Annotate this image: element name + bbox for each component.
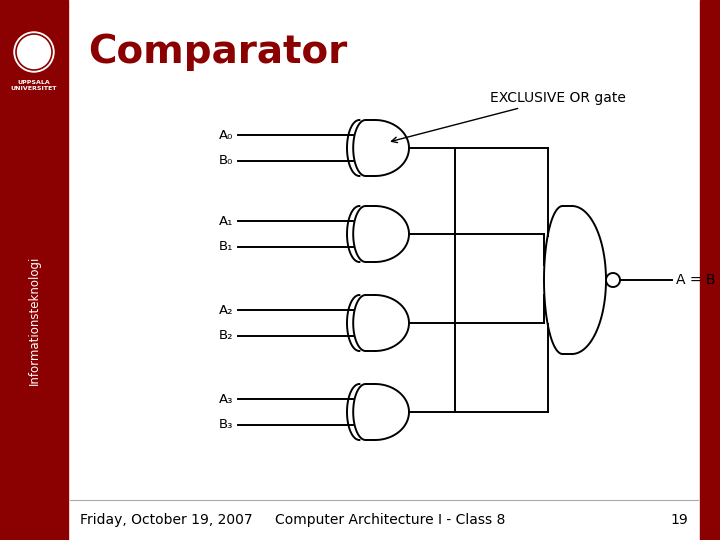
Text: A₂: A₂: [218, 303, 233, 316]
Text: Friday, October 19, 2007: Friday, October 19, 2007: [80, 513, 253, 527]
Text: A₁: A₁: [219, 214, 233, 228]
Text: B₂: B₂: [218, 329, 233, 342]
Circle shape: [14, 32, 54, 72]
Circle shape: [24, 42, 44, 62]
Text: 19: 19: [670, 513, 688, 527]
Text: Comparator: Comparator: [88, 33, 347, 71]
Text: B₃: B₃: [219, 418, 233, 431]
Text: A₃: A₃: [219, 393, 233, 406]
Text: Computer Architecture I - Class 8: Computer Architecture I - Class 8: [275, 513, 505, 527]
Text: EXCLUSIVE OR gate: EXCLUSIVE OR gate: [392, 91, 626, 143]
Text: Informationsteknologi: Informationsteknologi: [27, 255, 40, 384]
Text: UPPSALA
UNIVERSITET: UPPSALA UNIVERSITET: [11, 80, 57, 91]
Text: A₀: A₀: [219, 129, 233, 141]
Text: B₁: B₁: [219, 240, 233, 253]
Text: A = B: A = B: [676, 273, 716, 287]
Bar: [700, 0, 720, 540]
Text: B₀: B₀: [219, 154, 233, 167]
Bar: [0, 0, 68, 540]
